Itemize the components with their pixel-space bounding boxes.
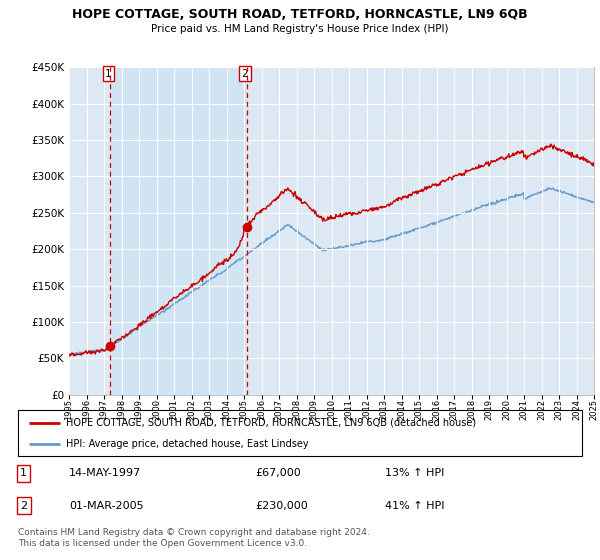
- Text: 2018: 2018: [467, 399, 476, 420]
- Text: 2002: 2002: [187, 399, 196, 420]
- Text: Contains HM Land Registry data © Crown copyright and database right 2024.: Contains HM Land Registry data © Crown c…: [18, 528, 370, 536]
- Text: HOPE COTTAGE, SOUTH ROAD, TETFORD, HORNCASTLE, LN9 6QB (detached house): HOPE COTTAGE, SOUTH ROAD, TETFORD, HORNC…: [66, 418, 476, 428]
- Text: 2020: 2020: [502, 399, 511, 420]
- Text: Price paid vs. HM Land Registry's House Price Index (HPI): Price paid vs. HM Land Registry's House …: [151, 24, 449, 34]
- Text: 2019: 2019: [485, 399, 494, 420]
- Bar: [110, 67, 247, 395]
- Text: 2013: 2013: [380, 399, 389, 420]
- Text: 41% ↑ HPI: 41% ↑ HPI: [385, 501, 444, 511]
- Text: 2024: 2024: [572, 399, 581, 420]
- Text: 2012: 2012: [362, 399, 371, 420]
- Text: 2006: 2006: [257, 399, 266, 420]
- Text: 14-MAY-1997: 14-MAY-1997: [69, 468, 141, 478]
- Text: £230,000: £230,000: [255, 501, 308, 511]
- Text: This data is licensed under the Open Government Licence v3.0.: This data is licensed under the Open Gov…: [18, 539, 307, 548]
- Text: 2004: 2004: [222, 399, 231, 420]
- Text: 01-MAR-2005: 01-MAR-2005: [69, 501, 143, 511]
- Text: 2025: 2025: [589, 399, 599, 420]
- Text: 2008: 2008: [292, 399, 301, 420]
- Text: HOPE COTTAGE, SOUTH ROAD, TETFORD, HORNCASTLE, LN9 6QB: HOPE COTTAGE, SOUTH ROAD, TETFORD, HORNC…: [72, 8, 528, 21]
- Text: 2011: 2011: [344, 399, 353, 420]
- Text: 1995: 1995: [65, 399, 74, 420]
- Text: 2010: 2010: [327, 399, 336, 420]
- Text: 2001: 2001: [170, 399, 179, 420]
- FancyBboxPatch shape: [18, 410, 582, 456]
- Text: 2016: 2016: [432, 399, 441, 420]
- Text: 1999: 1999: [134, 399, 143, 420]
- Text: HPI: Average price, detached house, East Lindsey: HPI: Average price, detached house, East…: [66, 439, 308, 449]
- Text: 2017: 2017: [449, 399, 458, 420]
- Text: 1997: 1997: [100, 399, 109, 420]
- Text: 1: 1: [105, 69, 112, 79]
- Text: 2007: 2007: [275, 399, 284, 420]
- Text: 2003: 2003: [205, 399, 214, 420]
- Text: 2005: 2005: [239, 399, 248, 420]
- Text: 2014: 2014: [397, 399, 406, 420]
- Text: 1996: 1996: [82, 399, 91, 420]
- Text: 2023: 2023: [554, 399, 563, 420]
- Text: 2009: 2009: [310, 399, 319, 420]
- Text: 2: 2: [20, 501, 27, 511]
- Text: 2022: 2022: [537, 399, 546, 420]
- Text: 2021: 2021: [520, 399, 529, 420]
- Text: 13% ↑ HPI: 13% ↑ HPI: [385, 468, 444, 478]
- Text: 2000: 2000: [152, 399, 161, 420]
- Text: 1998: 1998: [117, 399, 126, 420]
- Text: 1: 1: [20, 468, 27, 478]
- Text: £67,000: £67,000: [255, 468, 301, 478]
- Text: 2015: 2015: [415, 399, 424, 420]
- Text: 2: 2: [242, 69, 248, 79]
